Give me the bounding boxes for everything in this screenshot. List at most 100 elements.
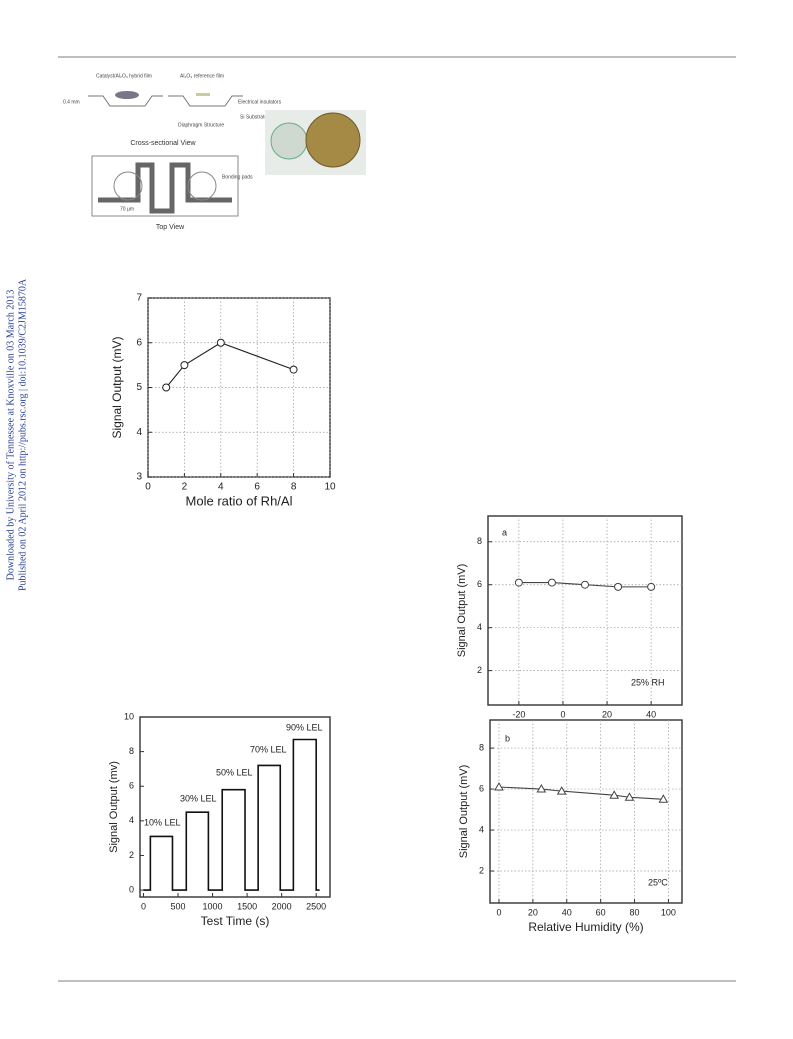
reference-film: [196, 93, 210, 96]
y-tick-label: 8: [477, 536, 482, 546]
cross-section: [88, 95, 163, 107]
y-tick-label: 6: [136, 337, 142, 348]
y-tick-label: 3: [136, 472, 142, 483]
point: [624, 792, 635, 801]
diagram-label: Electrical insulators: [238, 99, 282, 105]
diagram-caption: Cross-sectional View: [130, 140, 196, 147]
y-tick-label: 4: [136, 427, 142, 438]
point: [547, 578, 556, 587]
point: [614, 582, 623, 591]
point: [536, 784, 547, 793]
x-tick-label: 1500: [237, 901, 257, 911]
diagram-label: Al₂O₃ reference film: [180, 73, 224, 79]
y-tick-label: 5: [136, 382, 142, 393]
chart: -20 0 20 40 2 4 6 8 Signal Output (mV) a 25% RH: [456, 515, 683, 719]
x-axis-label: Mole ratio of Rh/Al: [186, 493, 293, 508]
chart: 0 2 4 6 8 10 3 4 5 6 7 Mole ratio of Rh/Al Signal Ou…: [110, 293, 336, 509]
y-axis-label: Signal Output (mV): [456, 564, 468, 658]
y-tick-label: 8: [479, 742, 484, 752]
x-tick-label: 0: [145, 482, 151, 493]
x-tick-label: 2500: [306, 901, 326, 911]
diagram-label: Catalyst/Al₂O₃ hybrid film: [96, 73, 152, 79]
point: [494, 782, 504, 791]
annotation: a: [502, 527, 507, 537]
catalyst-film: [115, 91, 139, 99]
x-tick-label: 60: [596, 907, 606, 917]
point: [556, 786, 567, 795]
y-tick-label: 0: [129, 884, 134, 894]
x-tick-label: 80: [630, 907, 640, 917]
x-tick-label: 20: [528, 907, 538, 917]
x-tick-label: 8: [291, 482, 297, 493]
y-tick-label: 4: [477, 622, 482, 632]
y-tick-label: 8: [129, 746, 134, 756]
sensor-chip: [270, 122, 308, 160]
diagram-label: 70 µm: [120, 206, 134, 212]
membrane: [113, 171, 143, 201]
y-axis-label: Signal Output (mv): [108, 761, 120, 853]
point: [658, 794, 669, 803]
x-axis-label: Relative Humidity (%): [528, 920, 643, 934]
x-tick-label: 40: [562, 907, 572, 917]
y-tick-label: 7: [136, 293, 142, 304]
x-tick-label: 10: [324, 482, 336, 493]
annotation: 10% LEL: [144, 817, 181, 827]
x-tick-label: 20: [602, 709, 612, 719]
x-tick-label: 1000: [203, 901, 223, 911]
figure-diagram: Catalyst/Al₂O₃ hybrid film Al₂O₃ referen…: [63, 73, 366, 231]
annotation: 30% LEL: [180, 793, 217, 803]
data-line: [498, 786, 664, 800]
x-tick-label: 40: [646, 709, 656, 719]
x-tick-label: 100: [661, 907, 676, 917]
point: [180, 361, 189, 370]
annotation: 50% LEL: [216, 767, 253, 777]
plot-frame: [487, 515, 683, 706]
top-view-frame: [91, 155, 239, 217]
diagram-label: Diaphragm Structure: [178, 122, 224, 128]
x-tick-label: 6: [254, 482, 260, 493]
coin: [305, 112, 361, 168]
diagram-caption: Top View: [156, 224, 185, 231]
x-tick-label: 2: [182, 482, 188, 493]
sidebar-line: Downloaded by University of Tennessee at…: [5, 290, 16, 581]
annotation: b: [505, 733, 510, 743]
y-tick-label: 4: [129, 815, 134, 825]
chart: 0 20 40 60 80 100 2 4 6 8 Relative Humidity (%) Sig…: [458, 719, 683, 934]
x-tick-label: 0: [141, 901, 146, 911]
y-tick-label: 2: [479, 865, 484, 875]
heater-trace: [98, 162, 232, 214]
chart: 0 500 1000 1500 2000 2500 0 2 4 6 8 10 Test Time (s)…: [108, 711, 331, 928]
membrane: [187, 171, 217, 201]
point: [647, 582, 656, 591]
point: [289, 365, 298, 374]
y-tick-label: 6: [129, 781, 134, 791]
x-tick-label: -20: [512, 709, 525, 719]
point: [216, 338, 225, 347]
plot-frame: [139, 716, 331, 898]
y-tick-label: 2: [129, 850, 134, 860]
point: [581, 580, 589, 589]
y-axis-label: Signal Output (mV): [458, 765, 470, 859]
cross-section: [168, 95, 243, 107]
data-line: [165, 342, 294, 388]
point: [162, 383, 171, 392]
data-line: [143, 738, 320, 891]
x-axis-label: Test Time (s): [201, 914, 270, 928]
y-tick-label: 10: [124, 711, 134, 721]
sidebar-line: Published on 02 April 2012 on http://pub…: [17, 278, 28, 591]
x-tick-label: 2000: [272, 901, 292, 911]
annotation: 90% LEL: [286, 722, 323, 732]
y-tick-label: 4: [479, 824, 484, 834]
y-tick-label: 6: [479, 783, 484, 793]
point: [609, 790, 620, 799]
diagram-label: 0.4 mm: [63, 99, 80, 105]
x-tick-label: 4: [218, 482, 224, 493]
x-tick-label: 0: [560, 709, 565, 719]
annotation: 25ºC: [648, 877, 668, 887]
y-tick-label: 6: [477, 579, 482, 589]
x-tick-label: 0: [496, 907, 501, 917]
point: [514, 578, 523, 587]
diagram-label: Si Substrate: [240, 114, 267, 120]
